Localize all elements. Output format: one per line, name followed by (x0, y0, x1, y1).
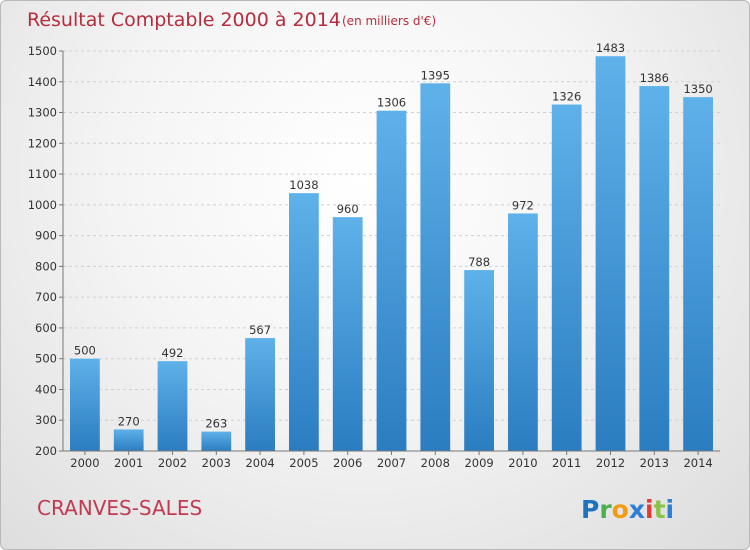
x-tick-label: 2001 (114, 456, 143, 470)
value-label: 567 (249, 323, 271, 337)
x-tick-label: 2009 (464, 456, 493, 470)
value-label: 1306 (377, 96, 406, 110)
value-label: 960 (337, 202, 359, 216)
x-tick-label: 2000 (70, 456, 99, 470)
value-label: 1350 (683, 82, 712, 96)
bar-2013 (639, 86, 670, 452)
x-tick-label: 2010 (508, 456, 537, 470)
x-tick-label: 2007 (377, 456, 406, 470)
x-tick-label: 2006 (333, 456, 362, 470)
x-tick-label: 2011 (552, 456, 581, 470)
bar-2000 (70, 358, 100, 451)
x-tick-label: 2014 (683, 456, 712, 470)
value-label: 1395 (421, 68, 450, 82)
bar-2012 (595, 56, 626, 451)
chart-subtitle: (en milliers d'€) (342, 14, 436, 28)
bar-2001 (113, 429, 144, 451)
x-tick-label: 2002 (158, 456, 187, 470)
bar-2011 (551, 104, 582, 452)
y-tick-label: 600 (35, 321, 57, 335)
y-tick-label: 300 (35, 413, 57, 427)
value-label: 788 (468, 255, 490, 269)
bars: 500 270 492 263 567 1038 960 1306 1395 788 972 1326… (70, 41, 713, 452)
x-tick-label: 2004 (245, 456, 274, 470)
logo-letter: r (599, 495, 612, 524)
bar-2007 (376, 110, 407, 451)
x-tick-label: 2013 (640, 456, 669, 470)
y-tick-label: 800 (35, 259, 57, 273)
y-tick-label: 1000 (28, 198, 57, 212)
y-tick-label: 1400 (28, 75, 57, 89)
y-tick-label: 500 (35, 352, 57, 366)
bar-2006 (332, 217, 363, 451)
value-label: 270 (118, 414, 140, 428)
logo-letter: t (654, 495, 666, 524)
place-name: CRANVES-SALES (37, 496, 202, 520)
y-tick-label: 400 (35, 382, 57, 396)
bar-2005 (289, 193, 319, 451)
logo-letter: x (629, 495, 645, 524)
value-label: 500 (74, 344, 96, 358)
y-tick-label: 1500 (28, 44, 57, 58)
x-tick-label: 2003 (202, 456, 231, 470)
logo-letter: P (581, 495, 599, 524)
y-tick-label: 1300 (28, 106, 57, 120)
logo-text: Proxiti (581, 495, 674, 524)
value-label: 1483 (596, 41, 625, 55)
bar-2003 (201, 431, 232, 451)
bar-2004 (245, 338, 275, 451)
value-label: 1386 (640, 71, 669, 85)
proxiti-logo: Proxiti (581, 495, 674, 524)
x-tick-label: 2005 (289, 456, 318, 470)
y-tick-label: 1100 (28, 167, 57, 181)
bar-2009 (464, 270, 494, 451)
value-label: 492 (162, 346, 184, 360)
y-tick-label: 1200 (28, 136, 57, 150)
x-tick-label: 2012 (596, 456, 625, 470)
bar-2008 (420, 83, 451, 452)
y-tick-label: 900 (35, 229, 57, 243)
x-axis: 2000 2001 2002 2003 2004 2005 2006 2007 2008 2009… (63, 450, 720, 470)
y-axis: 200 300 400 500 600 700 800 900 1000 1100 1200 1300… (28, 44, 64, 458)
logo-letter: i (645, 495, 654, 524)
y-tick-label: 200 (35, 444, 57, 458)
value-label: 263 (205, 417, 227, 431)
chart-title: Résultat Comptable 2000 à 2014 (27, 9, 341, 31)
y-tick-label: 700 (35, 290, 57, 304)
bar-2002 (157, 361, 188, 451)
logo-letter: i (666, 495, 675, 524)
x-tick-label: 2008 (421, 456, 450, 470)
value-label: 1326 (552, 90, 581, 104)
bar-2010 (508, 213, 538, 451)
logo-letter: o (612, 495, 629, 524)
value-label: 972 (512, 198, 534, 212)
value-label: 1038 (289, 178, 318, 192)
bar-2014 (683, 97, 713, 452)
